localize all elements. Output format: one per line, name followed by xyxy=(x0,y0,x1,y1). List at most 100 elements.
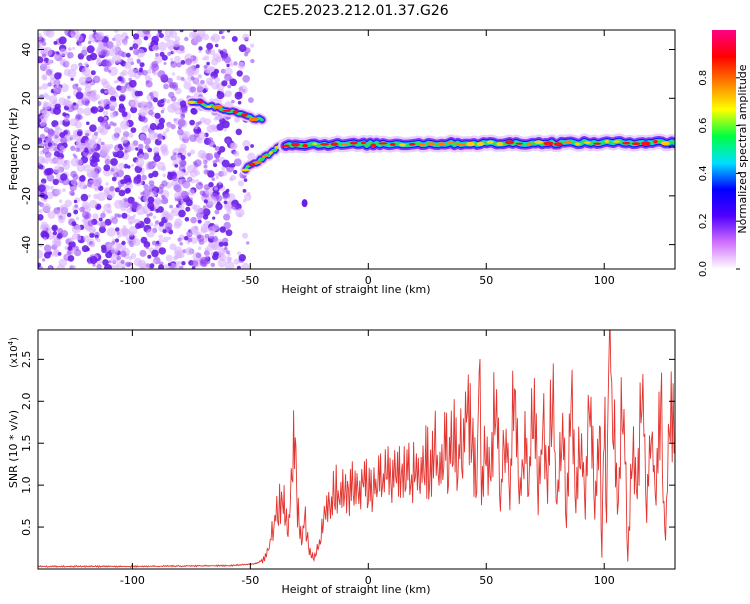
noise-speckle xyxy=(53,150,60,157)
noise-speckle xyxy=(223,128,227,132)
main-ridge-hotspot xyxy=(486,140,494,144)
noise-speckle xyxy=(72,265,77,269)
noise-speckle xyxy=(137,143,144,150)
noise-speckle xyxy=(87,194,91,198)
noise-speckle xyxy=(119,146,124,151)
noise-speckle xyxy=(128,79,137,88)
noise-speckle xyxy=(224,90,232,98)
noise-speckle xyxy=(97,220,102,226)
noise-speckle xyxy=(213,251,219,258)
noise-speckle xyxy=(130,164,134,167)
main-ridge-hotspot xyxy=(593,142,601,145)
noise-speckle xyxy=(191,237,198,244)
noise-speckle xyxy=(119,72,125,77)
y-tick-label: -20 xyxy=(20,187,33,205)
noise-speckle xyxy=(112,218,118,225)
noise-speckle xyxy=(178,204,185,211)
noise-speckle xyxy=(62,188,66,193)
noise-speckle xyxy=(108,143,114,149)
noise-speckle xyxy=(95,59,102,66)
noise-speckle xyxy=(221,57,226,61)
noise-speckle xyxy=(51,224,58,232)
noise-speckle xyxy=(134,44,139,49)
noise-speckle xyxy=(65,100,73,108)
noise-speckle xyxy=(250,144,255,148)
x-tick-label: 0 xyxy=(365,274,372,287)
noise-speckle xyxy=(133,48,140,56)
noise-speckle xyxy=(148,109,154,116)
noise-speckle xyxy=(197,121,202,125)
noise-speckle xyxy=(72,102,77,106)
noise-speckle xyxy=(86,138,93,145)
noise-speckle xyxy=(147,202,155,210)
spectrogram-x-ticks: -100 -50 0 50 100 xyxy=(120,30,615,287)
noise-speckle xyxy=(154,220,160,225)
noise-speckle xyxy=(180,60,186,65)
noise-speckle xyxy=(83,214,90,220)
x-tick-label: -100 xyxy=(120,574,145,587)
noise-speckle xyxy=(144,202,148,206)
noise-speckle xyxy=(211,58,219,66)
noise-speckle xyxy=(129,46,134,51)
noise-speckle xyxy=(118,103,125,109)
noise-speckle xyxy=(139,62,145,68)
noise-speckle xyxy=(46,167,54,175)
noise-speckle xyxy=(102,210,106,214)
noise-speckle xyxy=(114,187,120,193)
noise-speckle xyxy=(177,118,186,127)
noise-speckle xyxy=(84,86,92,93)
noise-speckle xyxy=(153,187,158,192)
noise-speckle xyxy=(157,133,164,140)
noise-speckle xyxy=(130,127,137,133)
noise-speckle xyxy=(40,221,48,229)
noise-speckle xyxy=(156,240,160,245)
colorbar-label: Normalized spectral amplitude xyxy=(736,64,749,233)
noise-speckle xyxy=(53,51,57,54)
noise-speckle xyxy=(186,230,193,238)
noise-speckle xyxy=(41,258,46,262)
noise-speckle xyxy=(120,205,127,212)
noise-speckle xyxy=(225,229,233,237)
noise-speckle xyxy=(53,165,62,174)
noise-speckle xyxy=(121,136,126,141)
noise-speckle xyxy=(109,100,118,109)
noise-speckle xyxy=(67,246,73,251)
noise-speckle xyxy=(146,69,152,75)
main-ridge-hotspot xyxy=(281,144,290,148)
noise-speckle xyxy=(214,76,220,83)
noise-speckle xyxy=(106,41,114,49)
noise-speckle xyxy=(109,185,115,192)
noise-speckle xyxy=(126,207,132,214)
y-tick-label: 20 xyxy=(20,91,33,105)
x-tick-label: 100 xyxy=(594,574,615,587)
lower-branch-hotspot xyxy=(261,154,268,158)
noise-speckle xyxy=(142,188,151,197)
noise-speckle xyxy=(98,99,107,108)
noise-speckle xyxy=(114,127,122,135)
upper-branch-hotspot xyxy=(187,100,196,104)
noise-speckle xyxy=(39,133,46,140)
noise-speckle xyxy=(218,241,224,247)
main-ridge-hotspot xyxy=(504,140,515,145)
noise-speckle xyxy=(102,259,109,266)
noise-speckle xyxy=(64,60,70,66)
noise-speckle xyxy=(165,99,171,104)
noise-speckle xyxy=(217,150,222,155)
noise-speckle xyxy=(161,166,167,172)
noise-speckle xyxy=(145,124,149,129)
noise-speckle xyxy=(114,238,120,243)
noise-speckle xyxy=(135,68,139,72)
noise-speckle xyxy=(226,63,230,68)
noise-speckle xyxy=(213,117,218,121)
noise-speckle xyxy=(113,172,120,178)
noise-speckle xyxy=(236,265,241,269)
noise-speckle xyxy=(174,55,181,63)
noise-speckle xyxy=(128,256,133,261)
noise-speckle xyxy=(185,206,191,212)
noise-speckle xyxy=(71,192,75,196)
noise-speckle xyxy=(227,84,232,89)
noise-speckle xyxy=(101,141,105,146)
noise-speckle xyxy=(233,150,240,157)
noise-speckle xyxy=(116,255,122,261)
noise-speckle xyxy=(54,188,62,196)
